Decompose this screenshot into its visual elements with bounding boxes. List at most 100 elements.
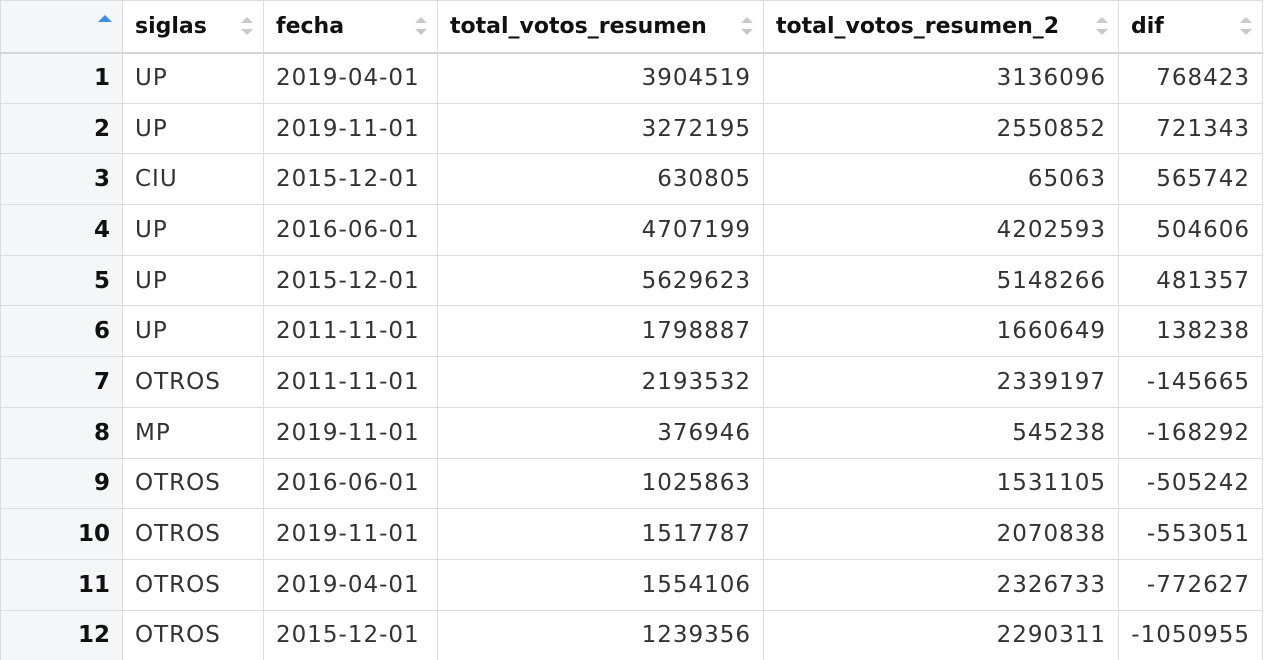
cell-total-votos-resumen-2: 4202593 bbox=[763, 204, 1119, 256]
cell-total-votos-resumen: 5629623 bbox=[437, 254, 764, 307]
cell-fecha: 2016-06-01 bbox=[263, 457, 438, 510]
cell-dif: -145665 bbox=[1118, 356, 1263, 408]
cell-total-votos-resumen-2: 65063 bbox=[763, 153, 1119, 206]
cell-total-votos-resumen-2: 545238 bbox=[763, 406, 1119, 459]
row-number: 4 bbox=[0, 204, 123, 256]
table-row: 5 UP 2015-12-01 5629623 5148266 481357 bbox=[0, 254, 1263, 307]
row-number: 9 bbox=[0, 457, 123, 510]
table-row: 7 OTROS 2011-11-01 2193532 2339197 -145665 bbox=[0, 356, 1263, 408]
cell-dif: -168292 bbox=[1118, 406, 1263, 459]
cell-total-votos-resumen: 4707199 bbox=[437, 204, 764, 256]
cell-fecha: 2019-11-01 bbox=[263, 102, 438, 155]
cell-dif: -553051 bbox=[1118, 508, 1263, 560]
cell-dif: 768423 bbox=[1118, 52, 1263, 104]
cell-total-votos-resumen: 376946 bbox=[437, 406, 764, 459]
cell-dif: -505242 bbox=[1118, 457, 1263, 510]
row-number: 11 bbox=[0, 558, 123, 611]
table-row: 8 MP 2019-11-01 376946 545238 -168292 bbox=[0, 406, 1263, 459]
cell-total-votos-resumen-2: 2290311 bbox=[763, 609, 1119, 660]
cell-total-votos-resumen-2: 2326733 bbox=[763, 558, 1119, 611]
cell-fecha: 2015-12-01 bbox=[263, 153, 438, 206]
column-header-label: total_votos_resumen_2 bbox=[776, 13, 1060, 39]
table-body: 1 UP 2019-04-01 3904519 3136096 768423 2 UP 2019… bbox=[0, 52, 1263, 660]
cell-fecha: 2019-11-01 bbox=[263, 508, 438, 560]
table-row: 2 UP 2019-11-01 3272195 2550852 721343 bbox=[0, 102, 1263, 155]
cell-fecha: 2019-04-01 bbox=[263, 52, 438, 104]
column-header-label: dif bbox=[1131, 13, 1164, 39]
cell-dif: -772627 bbox=[1118, 558, 1263, 611]
cell-fecha: 2011-11-01 bbox=[263, 356, 438, 408]
row-number: 7 bbox=[0, 356, 123, 408]
row-number: 12 bbox=[0, 609, 123, 660]
cell-fecha: 2019-04-01 bbox=[263, 558, 438, 611]
cell-siglas: UP bbox=[122, 102, 264, 155]
table-row: 6 UP 2011-11-01 1798887 1660649 138238 bbox=[0, 305, 1263, 358]
sort-both-icon[interactable] bbox=[1240, 17, 1252, 36]
cell-siglas: OTROS bbox=[122, 457, 264, 510]
cell-siglas: UP bbox=[122, 305, 264, 358]
row-number: 5 bbox=[0, 254, 123, 307]
cell-dif: 481357 bbox=[1118, 254, 1263, 307]
column-header-label: total_votos_resumen bbox=[450, 13, 707, 39]
cell-total-votos-resumen: 3272195 bbox=[437, 102, 764, 155]
row-number: 8 bbox=[0, 406, 123, 459]
cell-fecha: 2016-06-01 bbox=[263, 204, 438, 256]
cell-dif: -1050955 bbox=[1118, 609, 1263, 660]
cell-total-votos-resumen-2: 3136096 bbox=[763, 52, 1119, 104]
cell-total-votos-resumen-2: 2550852 bbox=[763, 102, 1119, 155]
cell-siglas: UP bbox=[122, 52, 264, 104]
table-row: 3 CIU 2015-12-01 630805 65063 565742 bbox=[0, 153, 1263, 206]
sort-both-icon[interactable] bbox=[741, 17, 753, 36]
sort-both-icon[interactable] bbox=[415, 17, 427, 36]
cell-siglas: OTROS bbox=[122, 356, 264, 408]
cell-dif: 504606 bbox=[1118, 204, 1263, 256]
column-header-dif[interactable]: dif bbox=[1118, 0, 1263, 54]
cell-siglas: OTROS bbox=[122, 609, 264, 660]
cell-total-votos-resumen-2: 1531105 bbox=[763, 457, 1119, 510]
cell-siglas: OTROS bbox=[122, 558, 264, 611]
table-row: 9 OTROS 2016-06-01 1025863 1531105 -505242 bbox=[0, 457, 1263, 510]
table-row: 11 OTROS 2019-04-01 1554106 2326733 -772627 bbox=[0, 558, 1263, 611]
column-header-label: fecha bbox=[276, 13, 345, 39]
column-header-label: siglas bbox=[135, 13, 207, 39]
cell-total-votos-resumen-2: 2070838 bbox=[763, 508, 1119, 560]
cell-dif: 565742 bbox=[1118, 153, 1263, 206]
cell-total-votos-resumen: 3904519 bbox=[437, 52, 764, 104]
column-header-rownames[interactable] bbox=[0, 0, 123, 54]
cell-fecha: 2019-11-01 bbox=[263, 406, 438, 459]
cell-dif: 721343 bbox=[1118, 102, 1263, 155]
cell-siglas: UP bbox=[122, 254, 264, 307]
cell-dif: 138238 bbox=[1118, 305, 1263, 358]
column-header-siglas[interactable]: siglas bbox=[122, 0, 264, 54]
cell-total-votos-resumen: 2193532 bbox=[437, 356, 764, 408]
cell-siglas: UP bbox=[122, 204, 264, 256]
row-number: 10 bbox=[0, 508, 123, 560]
cell-fecha: 2015-12-01 bbox=[263, 609, 438, 660]
row-number: 2 bbox=[0, 102, 123, 155]
row-number: 3 bbox=[0, 153, 123, 206]
cell-total-votos-resumen: 1554106 bbox=[437, 558, 764, 611]
cell-total-votos-resumen-2: 1660649 bbox=[763, 305, 1119, 358]
column-header-total-votos-resumen-2[interactable]: total_votos_resumen_2 bbox=[763, 0, 1119, 54]
column-header-total-votos-resumen[interactable]: total_votos_resumen bbox=[437, 0, 764, 54]
cell-total-votos-resumen: 1798887 bbox=[437, 305, 764, 358]
cell-total-votos-resumen: 630805 bbox=[437, 153, 764, 206]
cell-siglas: MP bbox=[122, 406, 264, 459]
cell-total-votos-resumen: 1239356 bbox=[437, 609, 764, 660]
cell-total-votos-resumen-2: 2339197 bbox=[763, 356, 1119, 408]
column-header-fecha[interactable]: fecha bbox=[263, 0, 438, 54]
sort-both-icon[interactable] bbox=[241, 17, 253, 36]
cell-total-votos-resumen: 1517787 bbox=[437, 508, 764, 560]
table-row: 10 OTROS 2019-11-01 1517787 2070838 -553051 bbox=[0, 508, 1263, 560]
cell-fecha: 2015-12-01 bbox=[263, 254, 438, 307]
row-number: 6 bbox=[0, 305, 123, 358]
cell-siglas: OTROS bbox=[122, 508, 264, 560]
sort-both-icon[interactable] bbox=[1096, 17, 1108, 36]
table-row: 1 UP 2019-04-01 3904519 3136096 768423 bbox=[0, 52, 1263, 104]
sort-ascending-icon[interactable] bbox=[98, 15, 112, 22]
row-number: 1 bbox=[0, 52, 123, 104]
cell-siglas: CIU bbox=[122, 153, 264, 206]
table-row: 4 UP 2016-06-01 4707199 4202593 504606 bbox=[0, 204, 1263, 256]
